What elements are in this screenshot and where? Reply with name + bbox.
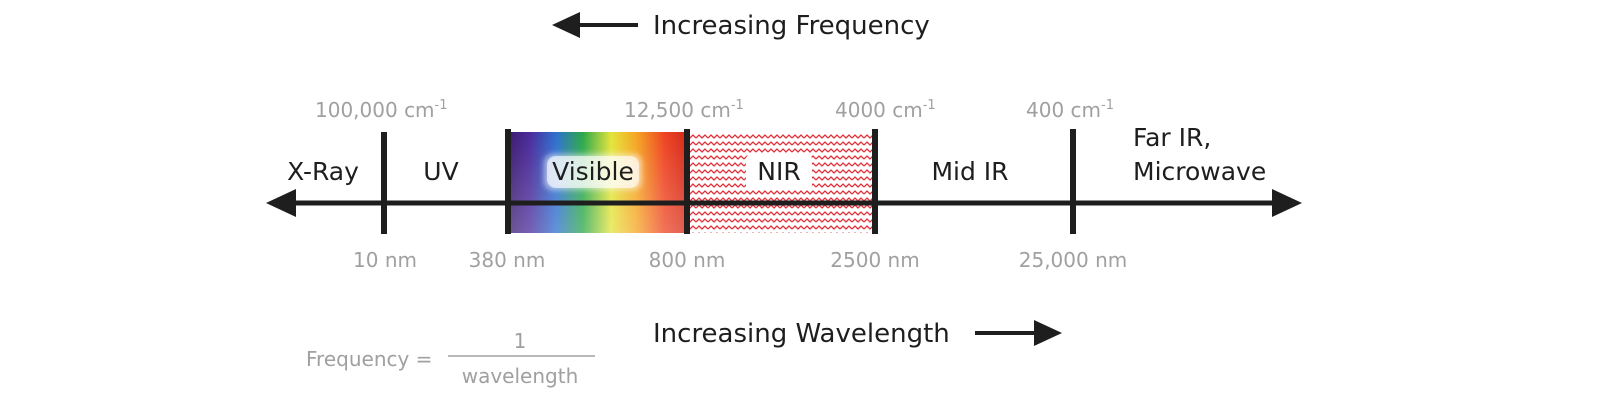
region-label-nir: NIR (757, 157, 800, 186)
wavelength-label: 2500 nm (830, 248, 919, 272)
frequency-formula: Frequency = 1 wavelength (306, 329, 595, 388)
region-label-xray: X-Ray (287, 157, 359, 186)
region-dividers (381, 129, 1076, 234)
wavenumber-label: 100,000 cm-1 (315, 98, 448, 122)
wavelength-label: 10 nm (353, 248, 417, 272)
right-arrow-icon (1034, 320, 1062, 346)
wavelength-heading-label: Increasing Wavelength (653, 319, 950, 349)
wavenumber-label: 12,500 cm-1 (624, 98, 744, 122)
wavenumber-labels: 100,000 cm-1 12,500 cm-1 4000 cm-1 400 c… (315, 98, 1114, 122)
frequency-heading: Increasing Frequency (552, 11, 930, 41)
formula-denominator: wavelength (462, 364, 579, 388)
wavelength-label: 800 nm (649, 248, 726, 272)
spectrum-axis (266, 189, 1302, 217)
nir-label-backdrop (746, 155, 812, 189)
wavelength-label: 380 nm (469, 248, 546, 272)
region-label-far-ir-line1: Far IR, (1133, 123, 1211, 152)
region-labels: X-Ray UV Visible NIR Mid IR Far IR, Micr… (287, 123, 1266, 186)
wavelength-heading: Increasing Wavelength (653, 319, 1062, 349)
wavelength-labels: 10 nm 380 nm 800 nm 2500 nm 25,000 nm (353, 248, 1127, 272)
frequency-heading-label: Increasing Frequency (653, 11, 930, 41)
axis-left-arrow-icon (266, 189, 296, 217)
left-arrow-icon (552, 12, 580, 38)
wavenumber-label: 4000 cm-1 (835, 98, 936, 122)
region-label-mid-ir: Mid IR (931, 157, 1008, 186)
wavelength-label: 25,000 nm (1019, 248, 1128, 272)
wavenumber-label: 400 cm-1 (1026, 98, 1114, 122)
region-label-uv: UV (423, 157, 458, 186)
visible-label-backdrop (547, 156, 639, 188)
region-label-microwave-line2: Microwave (1133, 157, 1266, 186)
formula-numerator: 1 (514, 329, 527, 353)
axis-right-arrow-icon (1272, 189, 1302, 217)
formula-lhs: Frequency = (306, 347, 432, 371)
region-label-visible: Visible (552, 157, 634, 186)
